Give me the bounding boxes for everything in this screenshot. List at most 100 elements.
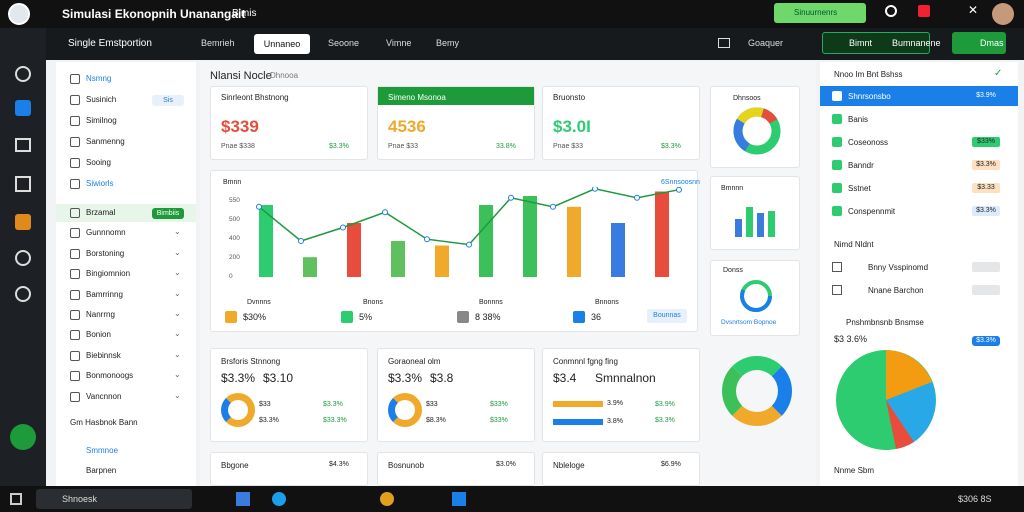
app-icon-1[interactable] xyxy=(236,492,250,506)
y-tick-label: 550 xyxy=(229,197,240,204)
summary-card[interactable]: Nbleloge $6.9% xyxy=(542,452,700,486)
taskbar-search[interactable] xyxy=(36,489,192,509)
list-icon[interactable] xyxy=(15,138,31,152)
app-icon-3[interactable] xyxy=(380,492,394,506)
chart-bar xyxy=(391,241,405,277)
chart-button[interactable]: Bounnas xyxy=(647,309,687,323)
help-icon[interactable] xyxy=(10,424,36,450)
sidebar-item[interactable]: Bamrrinng ⌄ xyxy=(56,286,196,304)
kpi-title: Simeno Msonoa xyxy=(378,87,534,105)
summary-card[interactable]: Bosnunob $3.0% xyxy=(377,452,535,486)
sidebar-item[interactable]: Vancnnon ⌄ xyxy=(56,388,196,406)
gauge-card[interactable]: Donss Dvsnrtsom Bopnoe xyxy=(710,260,800,336)
sidebar-item[interactable]: Gunnnomn ⌄ xyxy=(56,224,196,242)
kpi-sub: Pnae $33 xyxy=(388,143,418,150)
detail-card[interactable]: Brsforis Stnnong $3.3% $3.10 $33 $3.3% $3.3% $… xyxy=(210,348,368,442)
right-row-badge xyxy=(972,285,1000,295)
right-row[interactable]: Conspennmit $3.3% xyxy=(820,201,1018,221)
sidebar-item[interactable]: Bonmonoogs ⌄ xyxy=(56,367,196,385)
chevron-down-icon[interactable]: ⌄ xyxy=(174,329,181,339)
sidebar-item[interactable]: Sooing xyxy=(56,154,196,172)
settings-icon[interactable] xyxy=(885,5,897,17)
app-icon-2[interactable] xyxy=(272,492,286,506)
checkbox[interactable] xyxy=(832,262,842,272)
tab-1[interactable]: Unnaneo xyxy=(254,34,310,54)
project-select[interactable]: Single Emstportion xyxy=(68,38,152,49)
detail-card[interactable]: Goraoneal olm $3.3% $3.8 $33 $8.3% $33% $33% xyxy=(377,348,535,442)
windows-icon[interactable] xyxy=(10,493,22,505)
right-row[interactable]: Bnny Vsspinomd xyxy=(820,258,1018,276)
sidebar-item[interactable]: Susinich Sis xyxy=(56,91,196,109)
refresh-icon[interactable] xyxy=(15,286,31,302)
sidebar-item[interactable]: Siwiorls xyxy=(56,175,196,193)
sidebar-item[interactable]: Borstoning ⌄ xyxy=(56,245,196,263)
chevron-down-icon[interactable]: ⌄ xyxy=(174,227,181,237)
sidebar-item-icon xyxy=(70,158,80,168)
sim-button[interactable]: Sinuurnenrs xyxy=(774,3,866,23)
sidebar-item-icon xyxy=(70,95,80,105)
detail-card[interactable]: Conmnnl fgng fing $3.4 Smnnalnon 3.9% 3.8% $3… xyxy=(542,348,700,442)
sidebar-item[interactable]: Bingiomnion ⌄ xyxy=(56,265,196,283)
sidebar-item[interactable]: Nsmng xyxy=(56,70,196,88)
sidebar-item[interactable]: Biebinnsk ⌄ xyxy=(56,347,196,365)
window-menu[interactable]: Bimis xyxy=(232,8,257,19)
chevron-down-icon[interactable]: ⌄ xyxy=(174,390,181,400)
chevron-down-icon[interactable]: ⌄ xyxy=(174,309,181,318)
app-icon[interactable] xyxy=(15,100,31,116)
ok-button[interactable] xyxy=(952,32,1006,54)
right-row-badge[interactable]: $3.3% xyxy=(972,206,1000,216)
summary-card[interactable]: Bbgone $4.3% xyxy=(210,452,368,486)
chevron-down-icon[interactable]: ⌄ xyxy=(174,349,181,359)
app-icon-4[interactable] xyxy=(452,492,466,506)
nav-action[interactable]: Goaquer xyxy=(748,38,784,48)
sidebar-item[interactable]: Nanrrng ⌄ xyxy=(56,306,196,324)
bars-card[interactable]: Bmnnn xyxy=(710,176,800,250)
right-row[interactable]: Shnrsonsbo $3.9% xyxy=(820,86,1018,106)
sidebar-item[interactable]: Bonion ⌄ xyxy=(56,326,196,344)
right-row[interactable]: Nnane Barchon xyxy=(820,281,1018,299)
chevron-down-icon[interactable]: ⌄ xyxy=(174,370,181,380)
chevron-down-icon[interactable]: ✓ xyxy=(994,68,1003,79)
chart-icon[interactable] xyxy=(15,176,31,192)
mode-label[interactable]: Bumnanene xyxy=(892,38,941,48)
donut-card[interactable]: Dhnsoos xyxy=(710,86,800,168)
tab-4[interactable]: Bemy xyxy=(436,38,460,48)
save-button[interactable] xyxy=(822,32,930,54)
tab-2[interactable]: Seoone xyxy=(328,38,360,48)
print-icon[interactable] xyxy=(718,38,730,48)
kpi-card[interactable]: Simeno Msonoa 4536 Pnae $33 33.8% xyxy=(377,86,535,160)
avatar[interactable] xyxy=(992,3,1014,25)
sidebar-item-label: Sanmenng xyxy=(86,137,125,146)
checkbox[interactable] xyxy=(832,285,842,295)
tab-0[interactable]: Bemrieh xyxy=(201,38,235,48)
kpi-title: Bruonsto xyxy=(553,93,586,102)
right-row-badge[interactable]: $3.3% xyxy=(972,160,1000,170)
kpi-card[interactable]: Bruonsto $3.0I Pnae $33 $3.3% xyxy=(542,86,700,160)
right-row[interactable]: Sstnet $3.33 xyxy=(820,178,1018,198)
right-row[interactable]: Banis xyxy=(820,109,1018,129)
right-row-badge[interactable]: $3.33 xyxy=(972,183,1000,193)
pie-button[interactable]: $3.3% xyxy=(972,336,1000,346)
sidebar-item[interactable]: Sanmenng xyxy=(56,133,196,151)
sidebar-item[interactable]: Similnog xyxy=(56,112,196,130)
right-row[interactable]: Banndr $3.3% xyxy=(820,155,1018,175)
chevron-down-icon[interactable]: ⌄ xyxy=(174,288,181,298)
close-icon[interactable]: ✕ xyxy=(968,3,979,17)
sidebar-foot-1[interactable]: Barpnen xyxy=(86,466,117,475)
kpi-card[interactable]: Sinrleont Bhstnong $339 Pnae $338 $3.3% xyxy=(210,86,368,160)
share-icon[interactable] xyxy=(15,250,31,266)
sidebar-badge[interactable]: Sis xyxy=(152,95,184,106)
chevron-down-icon[interactable]: ⌄ xyxy=(174,247,181,257)
chevron-down-icon[interactable]: ⌄ xyxy=(174,268,181,278)
kpi-value: $3.0I xyxy=(553,117,591,136)
right-row-badge[interactable]: $3.9% xyxy=(976,92,996,99)
tab-3[interactable]: Vimne xyxy=(386,38,412,48)
orange-app-icon[interactable] xyxy=(15,214,31,230)
notification-icon[interactable] xyxy=(918,5,930,17)
right-row[interactable]: Coseonoss $33% xyxy=(820,132,1018,152)
sidebar-item[interactable]: Brzamal Bimbiis xyxy=(56,204,196,222)
gear-icon[interactable] xyxy=(15,66,31,82)
sidebar-foot-0[interactable]: Smmnoe xyxy=(86,446,119,455)
sidebar-badge[interactable]: Bimbiis xyxy=(152,208,184,219)
right-row-badge[interactable]: $33% xyxy=(972,137,1000,147)
